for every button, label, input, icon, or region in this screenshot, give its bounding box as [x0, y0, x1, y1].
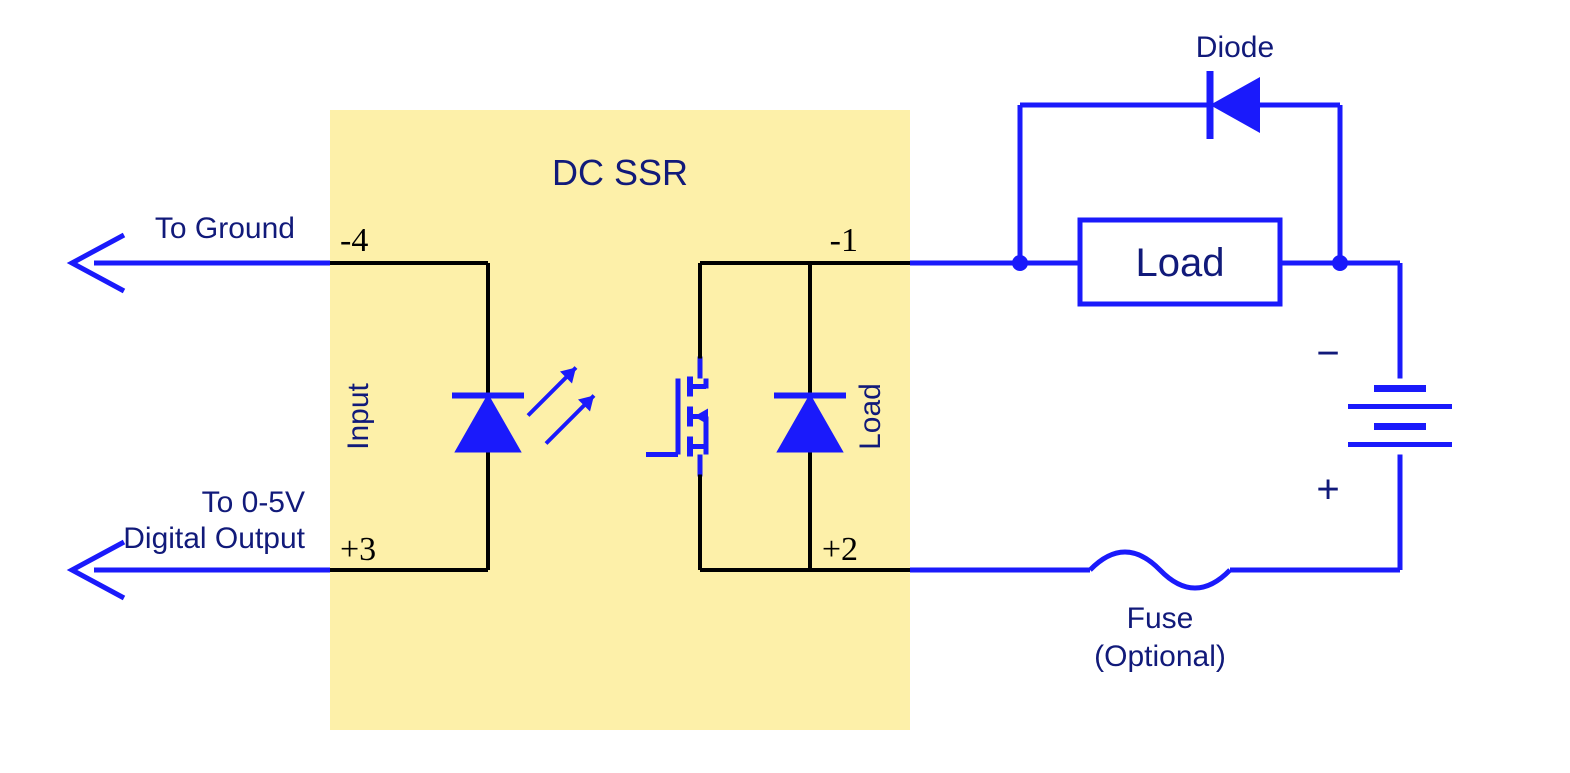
label-load-rot: Load: [854, 383, 887, 450]
flyback-diode-icon: [1210, 77, 1260, 133]
label-to-digital-1: To 0-5V: [202, 486, 305, 519]
load-box-label: Load: [1136, 241, 1225, 285]
label-diode: Diode: [1196, 31, 1274, 64]
pin-plus2: +2: [822, 531, 858, 568]
bat-minus: −: [1316, 332, 1339, 376]
bat-plus: +: [1316, 468, 1339, 512]
fuse-icon: [1090, 552, 1230, 588]
pin-minus4: -4: [340, 222, 368, 259]
pin-minus1: -1: [830, 222, 858, 259]
label-to-ground: To Ground: [155, 212, 295, 245]
label-to-digital-2: Digital Output: [123, 522, 305, 555]
label-fuse-2: (Optional): [1094, 640, 1226, 673]
ssr-title: DC SSR: [552, 152, 688, 193]
pin-plus3: +3: [340, 531, 376, 568]
label-input: Input: [342, 382, 375, 449]
label-fuse-1: Fuse: [1127, 602, 1194, 635]
